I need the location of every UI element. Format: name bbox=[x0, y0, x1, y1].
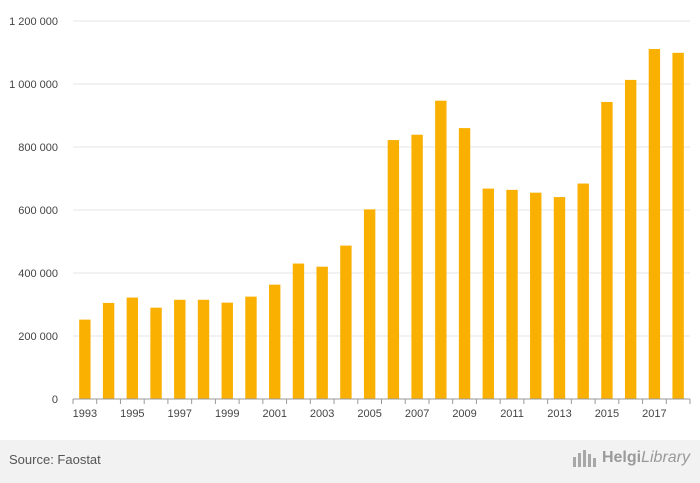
bar-2014 bbox=[577, 183, 589, 399]
x-tick-label: 1995 bbox=[120, 408, 144, 420]
bar-2015 bbox=[601, 101, 613, 399]
y-tick-label: 800 000 bbox=[18, 142, 58, 154]
bar-2005 bbox=[363, 209, 376, 399]
x-tick-label: 2009 bbox=[452, 408, 476, 420]
bar-2013 bbox=[553, 197, 566, 399]
y-tick-label: 600 000 bbox=[18, 205, 58, 217]
bar-2016 bbox=[624, 79, 637, 399]
bar-1995 bbox=[126, 297, 139, 399]
x-tick-label: 2015 bbox=[595, 408, 619, 420]
x-tick-label: 2007 bbox=[405, 408, 429, 420]
x-tick-label: 2013 bbox=[547, 408, 571, 420]
bar-2008 bbox=[435, 100, 447, 399]
bar-2018 bbox=[672, 52, 684, 399]
x-tick-label: 1993 bbox=[73, 408, 97, 420]
bar-2012 bbox=[530, 192, 542, 399]
bar-2010 bbox=[482, 188, 494, 399]
y-tick-label: 400 000 bbox=[18, 268, 58, 280]
bar-2017 bbox=[648, 49, 661, 399]
x-tick-label: 2011 bbox=[500, 408, 524, 420]
x-tick-label: 2017 bbox=[642, 408, 666, 420]
chart-footer: Source: Faostat HelgiLibrary bbox=[0, 440, 700, 483]
helgilibrary-logo[interactable]: HelgiLibrary bbox=[572, 448, 690, 468]
bar-2002 bbox=[292, 263, 305, 399]
bar-2009 bbox=[458, 128, 471, 399]
bar-2003 bbox=[316, 266, 328, 399]
x-tick-label: 1999 bbox=[215, 408, 239, 420]
bar-2011 bbox=[506, 189, 518, 399]
x-tick-label: 2005 bbox=[357, 408, 381, 420]
bar-1999 bbox=[221, 302, 233, 399]
x-tick-label: 2003 bbox=[310, 408, 334, 420]
source-label: Source: Faostat bbox=[9, 452, 101, 467]
bar-1996 bbox=[150, 307, 162, 399]
bar-1994 bbox=[102, 302, 115, 399]
y-tick-label: 1 000 000 bbox=[9, 79, 58, 91]
bar-1993 bbox=[79, 319, 91, 399]
x-tick-label: 1997 bbox=[168, 408, 192, 420]
bar-chart: 0 200 000 400 000 600 000 800 000 1 000 000 1 … bbox=[9, 16, 691, 420]
x-tick-label: 2001 bbox=[262, 408, 286, 420]
logo-text-part2: Library bbox=[641, 449, 690, 466]
y-tick-label: 1 200 000 bbox=[9, 16, 58, 28]
bar-2001 bbox=[269, 284, 281, 399]
logo-text-part1: Helgi bbox=[601, 449, 642, 466]
bar-1998 bbox=[197, 299, 210, 399]
bar-2004 bbox=[340, 245, 352, 399]
bar-1997 bbox=[174, 299, 186, 399]
helgilibrary-logo-icon bbox=[572, 450, 596, 467]
y-tick-label: 0 bbox=[52, 394, 58, 406]
bar-2007 bbox=[411, 134, 423, 399]
y-tick-label: 200 000 bbox=[18, 331, 58, 343]
logo-text: HelgiLibrary bbox=[602, 449, 690, 467]
bar-2000 bbox=[245, 296, 257, 399]
bar-2006 bbox=[387, 140, 400, 399]
